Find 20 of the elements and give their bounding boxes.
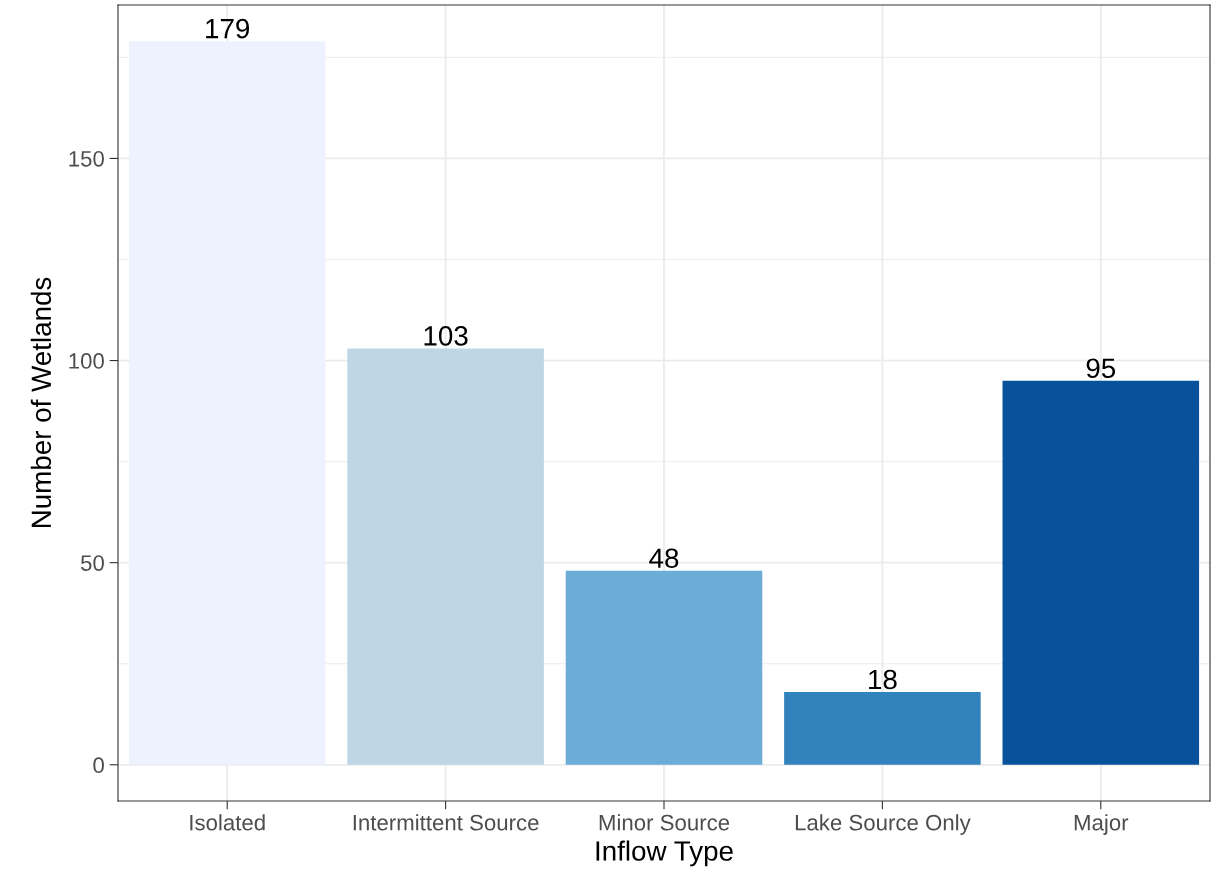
data-label: 103 [424,326,468,346]
x-tick-label: Isolated [190,814,265,831]
x-axis-title: Inflow Type [596,840,733,867]
data-label: 179 [206,18,250,39]
x-tick-label: Intermittent Source [353,814,539,831]
data-label: 95 [1086,358,1116,379]
data-label: 18 [869,669,897,690]
bar [347,348,544,765]
y-tick-label: 50 [80,555,104,571]
x-tick-label: Lake Source Only [795,814,971,835]
y-tick-label: 150 [69,150,104,167]
y-tick-label: 100 [69,353,104,369]
x-tick-label: Major [1074,814,1129,835]
y-axis-title: Number of Wetlands [30,277,52,528]
bar [784,692,981,765]
bar [565,570,763,765]
x-tick-label: Minor Source [599,814,730,831]
data-label: 48 [649,548,679,569]
y-tick-label: 0 [93,757,104,774]
bar [1002,380,1200,765]
